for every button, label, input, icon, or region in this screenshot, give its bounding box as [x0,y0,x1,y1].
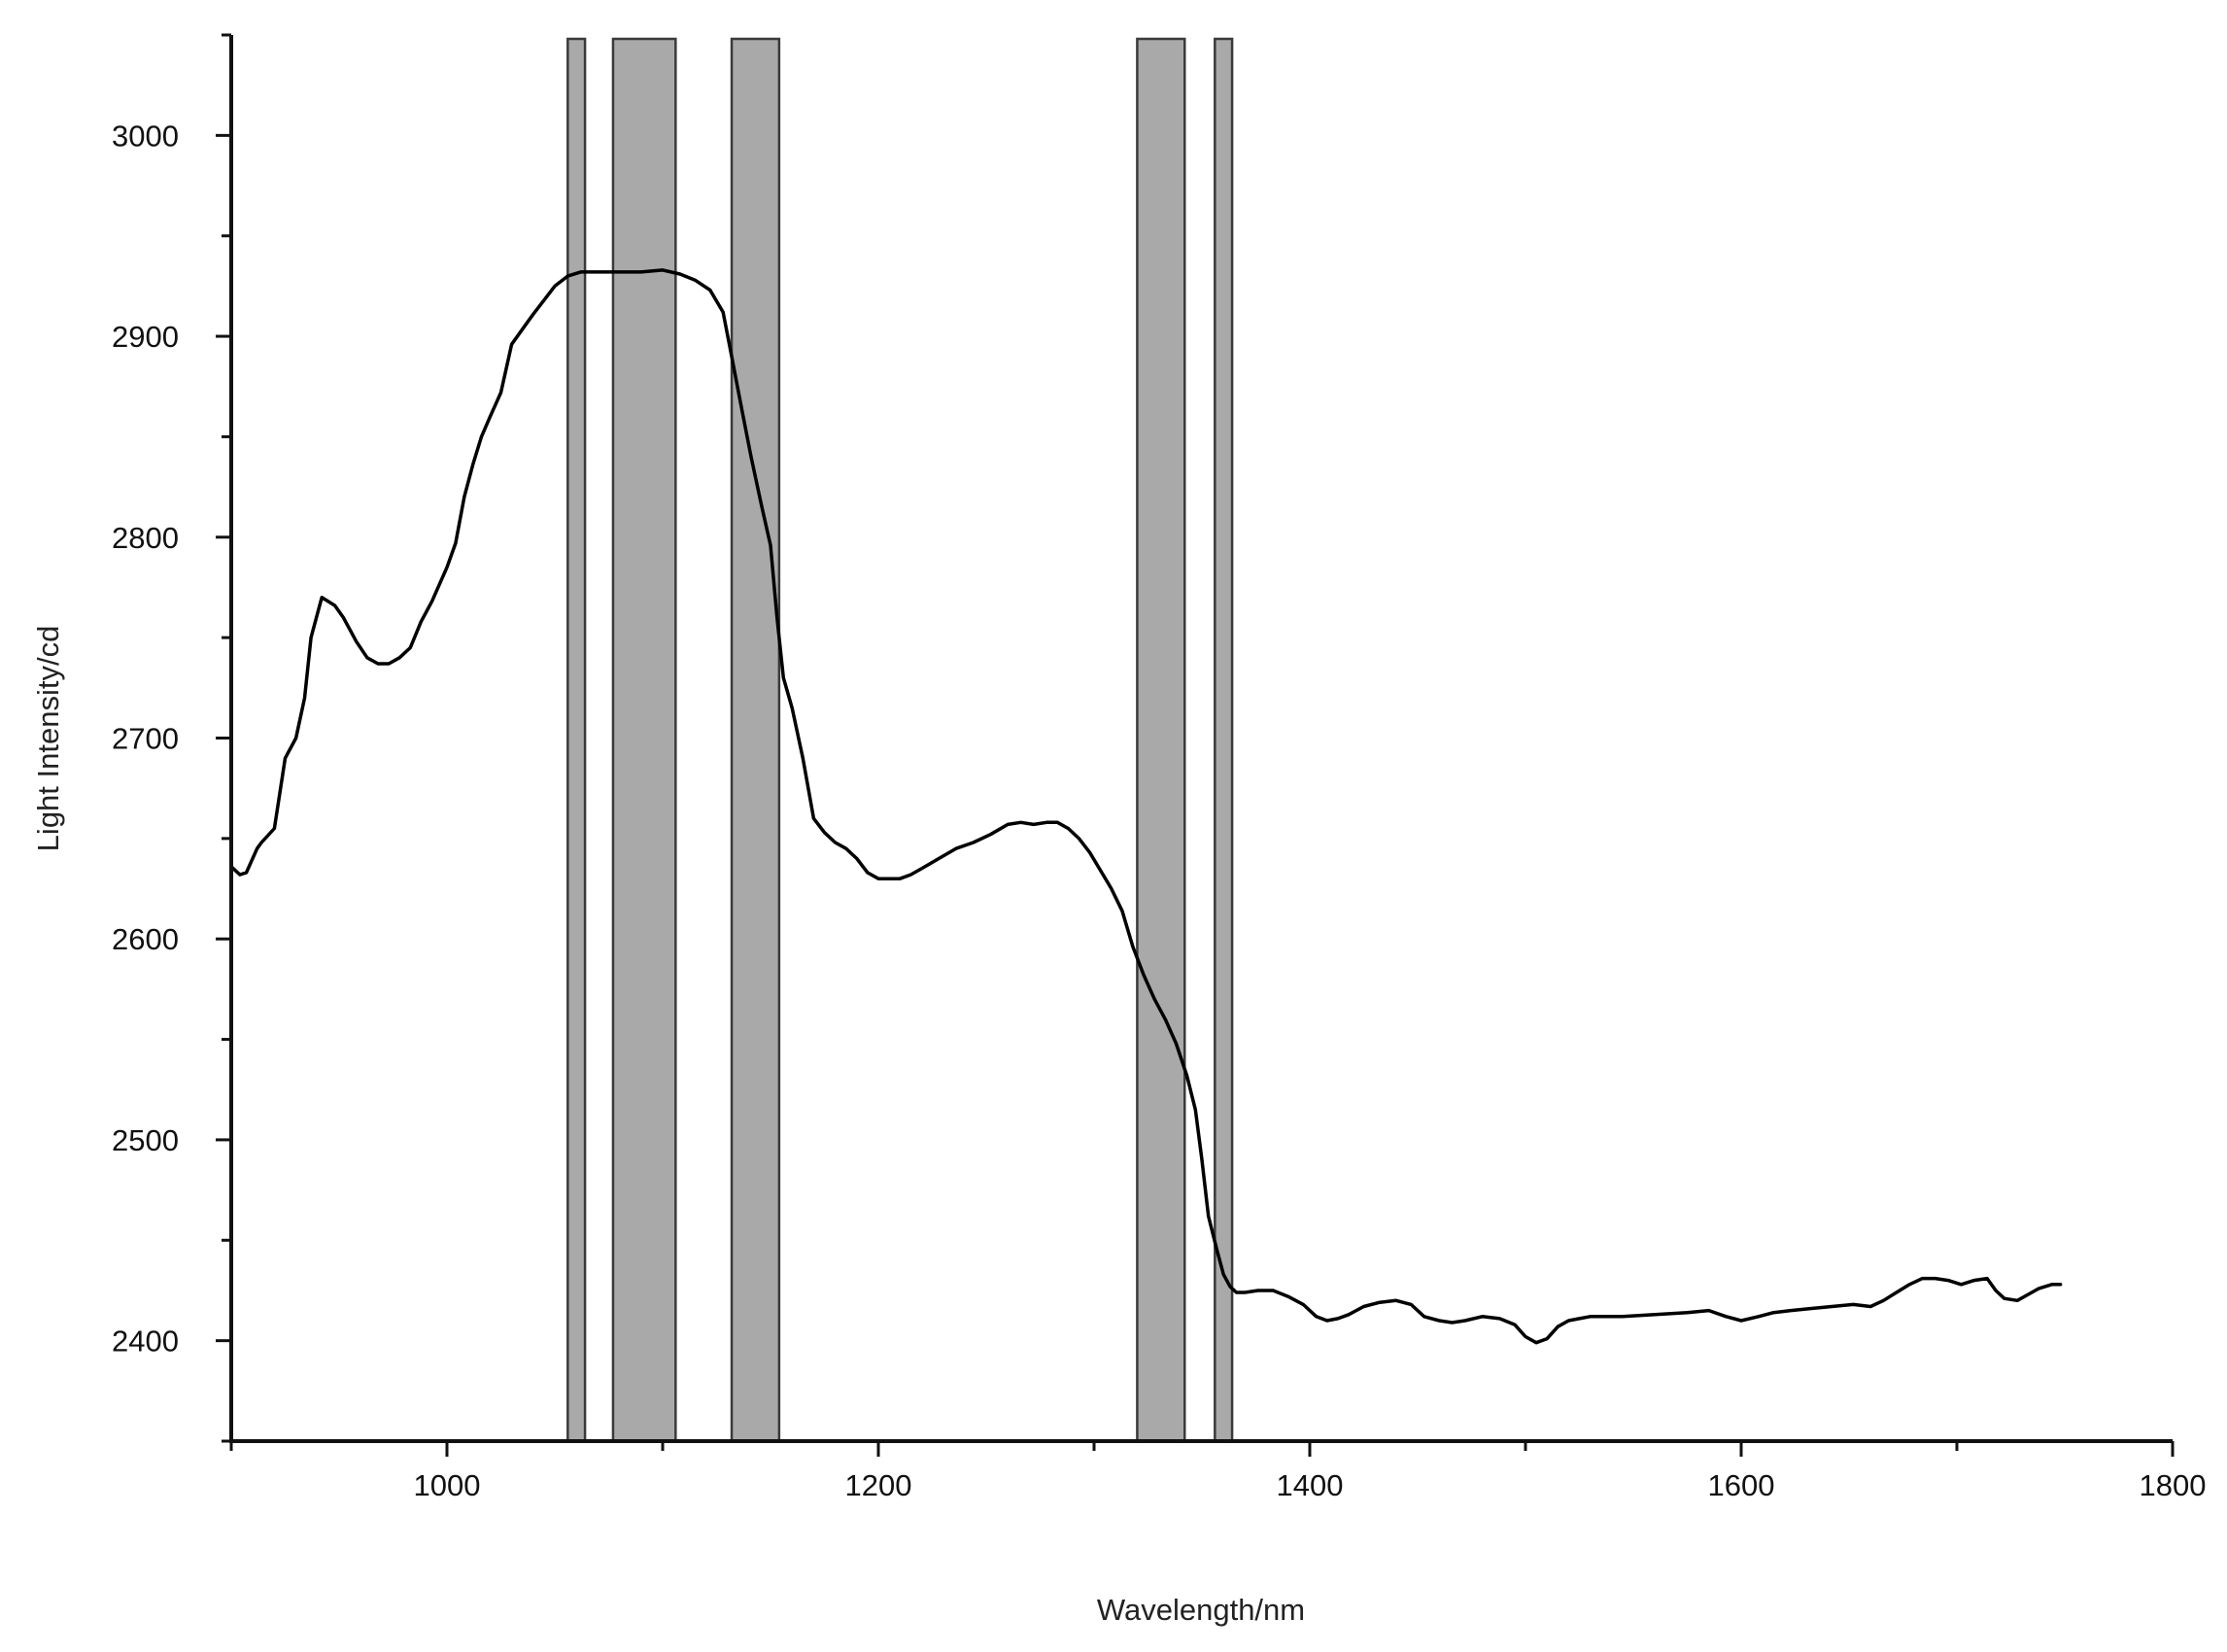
series-line-1 [229,268,2063,1345]
x-ticks: 1000 1200 1400 1600 1800 [229,1441,2207,1502]
highlight-band-3 [730,37,781,1443]
y-tick-label: 3000 [112,119,179,153]
series-group [229,268,2063,1345]
highlight-band-1 [566,37,587,1443]
y-ticks: 2400 2500 2600 2700 2800 2900 3000 [112,33,231,1443]
y-axis-title: Light Intensity/cd [31,626,65,852]
y-tick-label: 2600 [112,922,179,956]
highlight-bands [566,37,1234,1443]
y-tick-label: 2700 [112,722,179,756]
x-tick-label: 1000 [414,1468,481,1502]
highlight-band-2 [611,37,677,1443]
x-tick-label: 1200 [845,1468,912,1502]
highlight-band-5 [1214,37,1234,1443]
x-tick-label: 1600 [1708,1468,1775,1502]
y-tick-label: 2900 [112,320,179,354]
x-tick-label: 1800 [2140,1468,2207,1502]
y-tick-label: 2800 [112,521,179,555]
axes [229,35,2173,1443]
y-tick-label: 2500 [112,1123,179,1157]
highlight-band-4 [1136,37,1186,1443]
y-tick-label: 2400 [112,1325,179,1359]
x-tick-label: 1400 [1277,1468,1344,1502]
x-axis-title: Wavelength/nm [1097,1593,1305,1627]
